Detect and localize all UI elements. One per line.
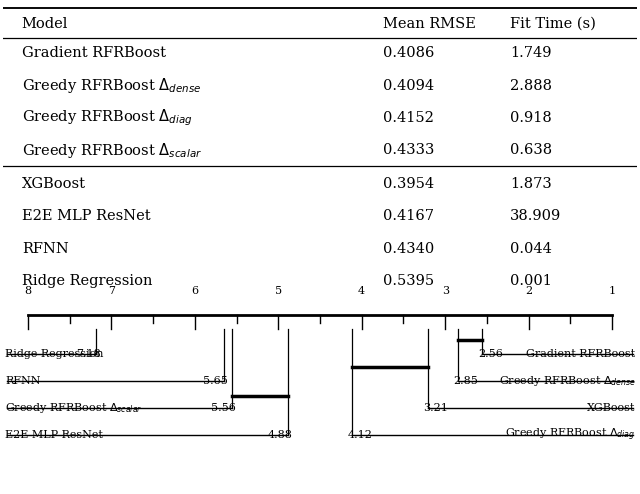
Text: Greedy RFRBoost $\Delta_{dense}$: Greedy RFRBoost $\Delta_{dense}$ (499, 374, 636, 388)
Text: 8: 8 (24, 286, 31, 296)
Text: 0.4094: 0.4094 (383, 79, 435, 93)
Text: 1.873: 1.873 (510, 177, 552, 191)
Text: Greedy RFRBoost $\Delta_{dense}$: Greedy RFRBoost $\Delta_{dense}$ (22, 76, 201, 95)
Text: Greedy RFRBoost $\Delta_{scalar}$: Greedy RFRBoost $\Delta_{scalar}$ (5, 401, 143, 415)
Text: Fit Time (s): Fit Time (s) (510, 17, 596, 31)
Text: Mean RMSE: Mean RMSE (383, 17, 476, 31)
Text: Gradient RFRBoost: Gradient RFRBoost (22, 46, 166, 60)
Text: 5: 5 (275, 286, 282, 296)
Text: RFNN: RFNN (22, 242, 68, 255)
Text: 0.4152: 0.4152 (383, 111, 435, 125)
Text: Greedy RFRBoost $\Delta_{diag}$: Greedy RFRBoost $\Delta_{diag}$ (505, 427, 636, 444)
Text: 7.18: 7.18 (76, 349, 100, 359)
Text: 38.909: 38.909 (510, 209, 561, 223)
Text: 2.85: 2.85 (454, 376, 479, 386)
Text: 4: 4 (358, 286, 365, 296)
Text: 0.638: 0.638 (510, 143, 552, 157)
Text: Gradient RFRBoost: Gradient RFRBoost (527, 349, 636, 359)
Text: 4.12: 4.12 (348, 430, 372, 440)
Text: Model: Model (22, 17, 68, 31)
Text: E2E MLP ResNet: E2E MLP ResNet (5, 430, 103, 440)
Text: 4.88: 4.88 (268, 430, 292, 440)
Text: 5.56: 5.56 (211, 403, 236, 413)
Text: 1.749: 1.749 (510, 46, 552, 60)
Text: Ridge Regression: Ridge Regression (5, 349, 104, 359)
Text: E2E MLP ResNet: E2E MLP ResNet (22, 209, 150, 223)
Text: XGBoost: XGBoost (587, 403, 636, 413)
Text: 7: 7 (108, 286, 115, 296)
Text: 3: 3 (442, 286, 449, 296)
Text: 2: 2 (525, 286, 532, 296)
Text: 0.4167: 0.4167 (383, 209, 435, 223)
Text: 2.56: 2.56 (478, 349, 502, 359)
Text: 6: 6 (191, 286, 198, 296)
Text: 5.65: 5.65 (204, 376, 228, 386)
Text: 0.918: 0.918 (510, 111, 552, 125)
Text: 0.4340: 0.4340 (383, 242, 435, 255)
Text: 0.5395: 0.5395 (383, 274, 435, 288)
Text: Ridge Regression: Ridge Regression (22, 274, 152, 288)
Text: RFNN: RFNN (5, 376, 41, 386)
Text: Greedy RFRBoost $\Delta_{diag}$: Greedy RFRBoost $\Delta_{diag}$ (22, 108, 193, 128)
Text: 1: 1 (609, 286, 616, 296)
Text: 0.044: 0.044 (510, 242, 552, 255)
Text: 0.001: 0.001 (510, 274, 552, 288)
Text: 0.4086: 0.4086 (383, 46, 435, 60)
Text: 0.3954: 0.3954 (383, 177, 435, 191)
Text: 3.21: 3.21 (424, 403, 449, 413)
Text: Greedy RFRBoost $\Delta_{scalar}$: Greedy RFRBoost $\Delta_{scalar}$ (22, 141, 202, 160)
Text: XGBoost: XGBoost (22, 177, 86, 191)
Text: 2.888: 2.888 (510, 79, 552, 93)
Text: 0.4333: 0.4333 (383, 143, 435, 157)
